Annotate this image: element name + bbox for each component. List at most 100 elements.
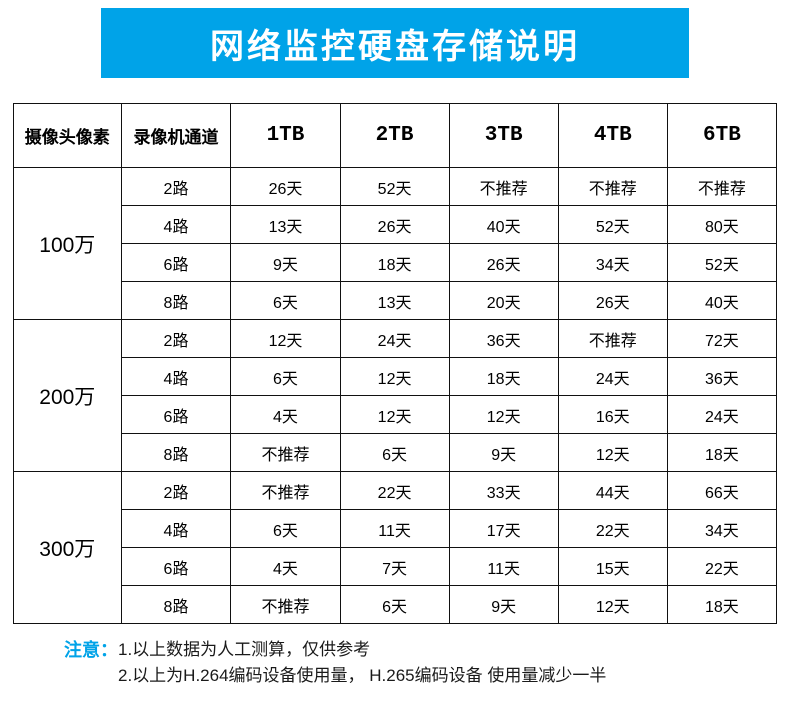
- value-cell: 9天: [230, 243, 341, 282]
- value-cell: 不推荐: [557, 319, 668, 358]
- table-row: 6路 9天 18天 26天 34天 52天: [14, 243, 778, 282]
- value-cell: 12天: [557, 585, 668, 624]
- value-cell: 36天: [666, 357, 778, 396]
- note-line-1: 1.以上数据为人工测算，仅供参考: [118, 640, 371, 659]
- value-cell: 6天: [339, 433, 450, 472]
- note-lines: 1.以上数据为人工测算，仅供参考 2.以上为H.264编码设备使用量， H.26…: [118, 637, 606, 690]
- value-cell: 不推荐: [557, 167, 668, 206]
- value-cell: 26天: [557, 281, 668, 320]
- value-cell: 12天: [230, 319, 341, 358]
- channel-cell: 6路: [120, 243, 232, 282]
- channel-cell: 8路: [120, 585, 232, 624]
- col-header-6tb: 6TB: [666, 103, 778, 168]
- value-cell: 9天: [448, 433, 559, 472]
- value-cell: 34天: [666, 509, 778, 548]
- channel-cell: 2路: [120, 319, 232, 358]
- table-row: 4路 6天 11天 17天 22天 34天: [14, 509, 778, 548]
- value-cell: 13天: [230, 205, 341, 244]
- value-cell: 不推荐: [230, 471, 341, 510]
- notes-section: 注意： 1.以上数据为人工测算，仅供参考 2.以上为H.264编码设备使用量， …: [64, 637, 790, 690]
- table-row: 8路 不推荐 6天 9天 12天 18天: [14, 585, 778, 624]
- value-cell: 80天: [666, 205, 778, 244]
- value-cell: 18天: [666, 585, 778, 624]
- pixel-group-label: 300万: [13, 471, 122, 624]
- channel-cell: 2路: [120, 167, 232, 206]
- channel-cell: 2路: [120, 471, 232, 510]
- value-cell: 24天: [339, 319, 450, 358]
- col-header-1tb: 1TB: [230, 103, 341, 168]
- table-row: 8路 不推荐 6天 9天 12天 18天: [14, 433, 778, 472]
- value-cell: 26天: [230, 167, 341, 206]
- value-cell: 72天: [666, 319, 778, 358]
- value-cell: 不推荐: [448, 167, 559, 206]
- value-cell: 11天: [448, 547, 559, 586]
- storage-table: 摄像头像素 录像机通道 1TB 2TB 3TB 4TB 6TB 100万 2路 …: [13, 103, 778, 624]
- value-cell: 44天: [557, 471, 668, 510]
- value-cell: 不推荐: [230, 585, 341, 624]
- value-cell: 4天: [230, 547, 341, 586]
- col-header-channel: 录像机通道: [120, 103, 232, 168]
- table-row: 4路 13天 26天 40天 52天 80天: [14, 205, 778, 244]
- value-cell: 16天: [557, 395, 668, 434]
- value-cell: 4天: [230, 395, 341, 434]
- table-row: 6路 4天 12天 12天 16天 24天: [14, 395, 778, 434]
- pixel-group-label: 200万: [13, 319, 122, 472]
- table-row: 300万 2路 不推荐 22天 33天 44天 66天: [13, 471, 778, 624]
- note-line-2: 2.以上为H.264编码设备使用量， H.265编码设备 使用量减少一半: [118, 666, 607, 686]
- table-row: 8路 6天 13天 20天 26天 40天: [14, 281, 778, 320]
- value-cell: 6天: [339, 585, 450, 624]
- title-banner: 网络监控硬盘存储说明: [101, 8, 689, 78]
- col-header-pixel: 摄像头像素: [13, 103, 122, 168]
- value-cell: 11天: [339, 509, 450, 548]
- value-cell: 18天: [448, 357, 559, 396]
- channel-cell: 8路: [120, 433, 232, 472]
- table-row: 200万 2路 12天 24天 36天 不推荐 72天: [13, 319, 778, 472]
- value-cell: 6天: [230, 509, 341, 548]
- value-cell: 不推荐: [666, 167, 778, 206]
- note-label: 注意：: [64, 640, 118, 660]
- value-cell: 26天: [448, 243, 559, 282]
- channel-cell: 4路: [120, 509, 232, 548]
- value-cell: 17天: [448, 509, 559, 548]
- col-header-4tb: 4TB: [557, 103, 668, 168]
- value-cell: 6天: [230, 281, 341, 320]
- channel-cell: 6路: [120, 547, 232, 586]
- table-row: 100万 2路 26天 52天 不推荐 不推荐 不推荐: [13, 167, 778, 320]
- value-cell: 9天: [448, 585, 559, 624]
- value-cell: 7天: [339, 547, 450, 586]
- channel-cell: 6路: [120, 395, 232, 434]
- value-cell: 18天: [666, 433, 778, 472]
- value-cell: 20天: [448, 281, 559, 320]
- value-cell: 22天: [557, 509, 668, 548]
- value-cell: 66天: [666, 471, 778, 510]
- value-cell: 13天: [339, 281, 450, 320]
- value-cell: 18天: [339, 243, 450, 282]
- value-cell: 12天: [557, 433, 668, 472]
- value-cell: 24天: [666, 395, 778, 434]
- col-header-2tb: 2TB: [339, 103, 450, 168]
- page-title: 网络监控硬盘存储说明: [210, 27, 580, 66]
- value-cell: 52天: [557, 205, 668, 244]
- col-header-3tb: 3TB: [448, 103, 559, 168]
- value-cell: 40天: [666, 281, 778, 320]
- value-cell: 12天: [339, 357, 450, 396]
- value-cell: 40天: [448, 205, 559, 244]
- channel-cell: 8路: [120, 281, 232, 320]
- channel-cell: 4路: [120, 205, 232, 244]
- value-cell: 22天: [339, 471, 450, 510]
- pixel-group-label: 100万: [13, 167, 122, 320]
- value-cell: 不推荐: [230, 433, 341, 472]
- value-cell: 52天: [339, 167, 450, 206]
- value-cell: 36天: [448, 319, 559, 358]
- value-cell: 26天: [339, 205, 450, 244]
- value-cell: 33天: [448, 471, 559, 510]
- channel-cell: 4路: [120, 357, 232, 396]
- value-cell: 22天: [666, 547, 778, 586]
- header-row: 摄像头像素 录像机通道 1TB 2TB 3TB 4TB 6TB: [13, 103, 778, 168]
- value-cell: 6天: [230, 357, 341, 396]
- value-cell: 12天: [448, 395, 559, 434]
- value-cell: 12天: [339, 395, 450, 434]
- table-row: 6路 4天 7天 11天 15天 22天: [14, 547, 778, 586]
- value-cell: 15天: [557, 547, 668, 586]
- value-cell: 34天: [557, 243, 668, 282]
